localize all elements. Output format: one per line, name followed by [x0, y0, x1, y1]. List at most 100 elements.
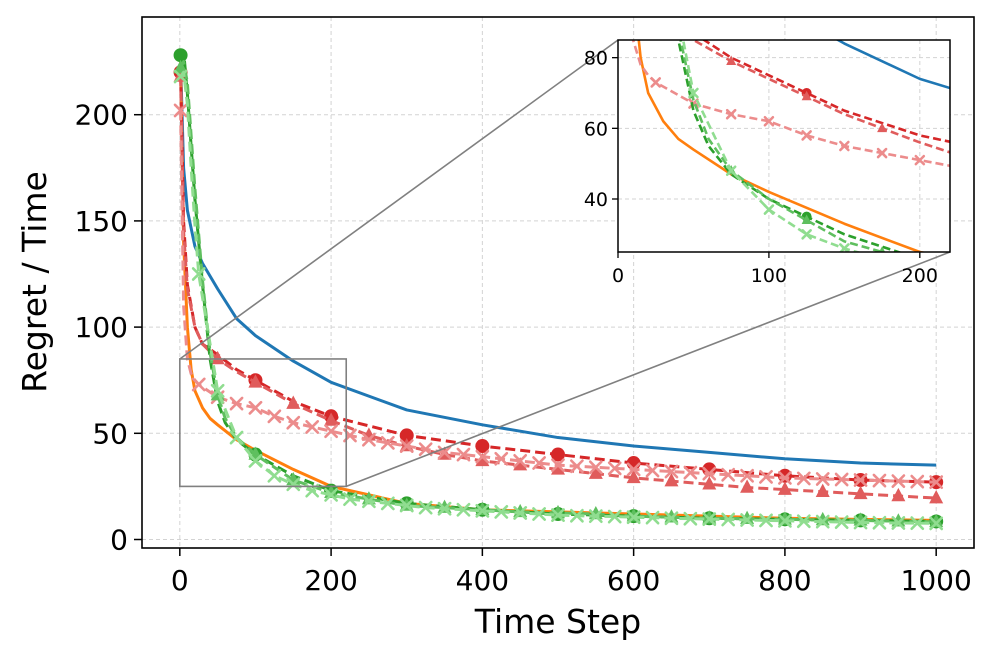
- inset-axes: 0 100 200 40 60 80: [584, 48, 938, 287]
- series-7-marker: [929, 513, 944, 528]
- main-plot-frame: [141, 16, 975, 549]
- inset-x-tick-label: 100: [751, 265, 787, 287]
- series-8-marker: [173, 69, 188, 84]
- series-4-marker: [815, 483, 830, 497]
- series-8-marker: [688, 87, 699, 99]
- series-1-line: [179, 61, 937, 467]
- series-5-marker: [929, 475, 944, 490]
- series-5-marker: [191, 377, 206, 392]
- series-5-marker: [872, 473, 887, 488]
- series-3-marker: [777, 468, 792, 483]
- series-5-marker: [650, 77, 662, 88]
- series-5-marker: [588, 460, 603, 475]
- series-3-marker: [551, 447, 565, 462]
- series-8-marker: [891, 516, 906, 530]
- series-8-marker: [286, 477, 301, 492]
- series-4-marker: [740, 479, 755, 493]
- series-4-marker: [801, 90, 812, 101]
- x-axis-title: Time Step: [474, 602, 641, 641]
- series-8-marker: [763, 204, 775, 215]
- series-5-marker: [267, 409, 282, 424]
- series-5-marker: [721, 467, 736, 482]
- series-5-marker: [702, 466, 717, 481]
- series-1: [835, 40, 950, 90]
- series-1-line: [835, 40, 950, 90]
- series-4-marker: [664, 473, 679, 487]
- series-5-marker: [437, 445, 452, 460]
- series-8-marker: [839, 243, 850, 252]
- zoom-region-box: [179, 358, 348, 488]
- series-5-marker: [796, 471, 811, 486]
- series-5-marker: [645, 463, 660, 478]
- series-8-marker: [494, 504, 509, 519]
- y-tick-label: 200: [75, 99, 128, 132]
- inset-plot: 0 100 200 40 60 80: [584, 39, 951, 287]
- series-8-marker: [267, 468, 282, 483]
- series-5-marker: [229, 396, 244, 411]
- y-tick-label: 150: [75, 205, 128, 238]
- series-4-marker: [588, 465, 603, 479]
- series-8: [173, 69, 944, 531]
- series-8-marker: [815, 514, 830, 529]
- series-5-marker: [778, 471, 792, 485]
- inset-x-tick-label: 200: [902, 265, 938, 287]
- series-4-marker: [891, 487, 906, 502]
- series-5-marker: [418, 442, 433, 457]
- series-5-marker: [725, 108, 737, 120]
- y-tick-label: 100: [75, 311, 128, 344]
- series-8-marker: [210, 383, 225, 398]
- series-8-marker: [418, 500, 433, 515]
- series-5-marker: [173, 103, 188, 118]
- series-5-marker: [532, 456, 546, 470]
- series-4-marker: [777, 481, 792, 495]
- series-8-marker: [532, 507, 546, 521]
- series-5-marker: [815, 472, 830, 486]
- series-8-marker: [853, 515, 868, 530]
- series-5-marker: [286, 415, 301, 430]
- series-5-marker: [570, 459, 584, 474]
- series-7-marker: [879, 246, 886, 252]
- inset-y-tick-label: 40: [584, 189, 608, 211]
- series-8-marker: [343, 492, 357, 507]
- series-8-marker: [626, 510, 641, 525]
- series-2: [637, 40, 927, 252]
- series-5-marker: [763, 115, 775, 127]
- series-5-marker: [876, 147, 888, 159]
- y-tick-label: 50: [92, 417, 128, 450]
- inset-y-tick-label: 80: [584, 48, 608, 70]
- series-4: [691, 40, 950, 154]
- series-5-marker: [305, 420, 320, 434]
- x-tick-label: 200: [304, 564, 357, 597]
- zoom-connector-line: [179, 39, 619, 360]
- series-8-marker: [513, 506, 528, 520]
- series-8-marker: [456, 502, 471, 517]
- x-tick-label: 800: [758, 564, 811, 597]
- series-8-marker: [570, 508, 584, 523]
- series-4-marker: [877, 122, 888, 133]
- inset-plot-frame: [617, 39, 951, 253]
- series-8-marker: [740, 513, 754, 527]
- series-5-marker: [626, 462, 641, 477]
- series-8-marker: [248, 454, 263, 468]
- main-series-layer: [173, 48, 944, 531]
- series-5-marker: [494, 451, 509, 466]
- inset-series-layer: [631, 40, 950, 252]
- series-5-marker: [891, 474, 906, 488]
- x-tick-label: 0: [171, 564, 189, 597]
- x-tick-label: 600: [607, 564, 660, 597]
- series-8-marker: [588, 509, 603, 524]
- series-5-marker: [740, 468, 754, 483]
- series-8-marker: [362, 494, 376, 509]
- series-5: [631, 40, 950, 168]
- series-5-marker: [456, 447, 471, 462]
- series-8-marker: [475, 503, 490, 518]
- series-8-marker: [664, 511, 679, 526]
- series-5-marker: [683, 465, 698, 480]
- series-8-marker: [725, 165, 737, 177]
- series-8-marker: [229, 430, 244, 445]
- series-8-marker: [910, 516, 925, 531]
- series-3-marker: [475, 439, 490, 454]
- series-8-marker: [759, 513, 773, 528]
